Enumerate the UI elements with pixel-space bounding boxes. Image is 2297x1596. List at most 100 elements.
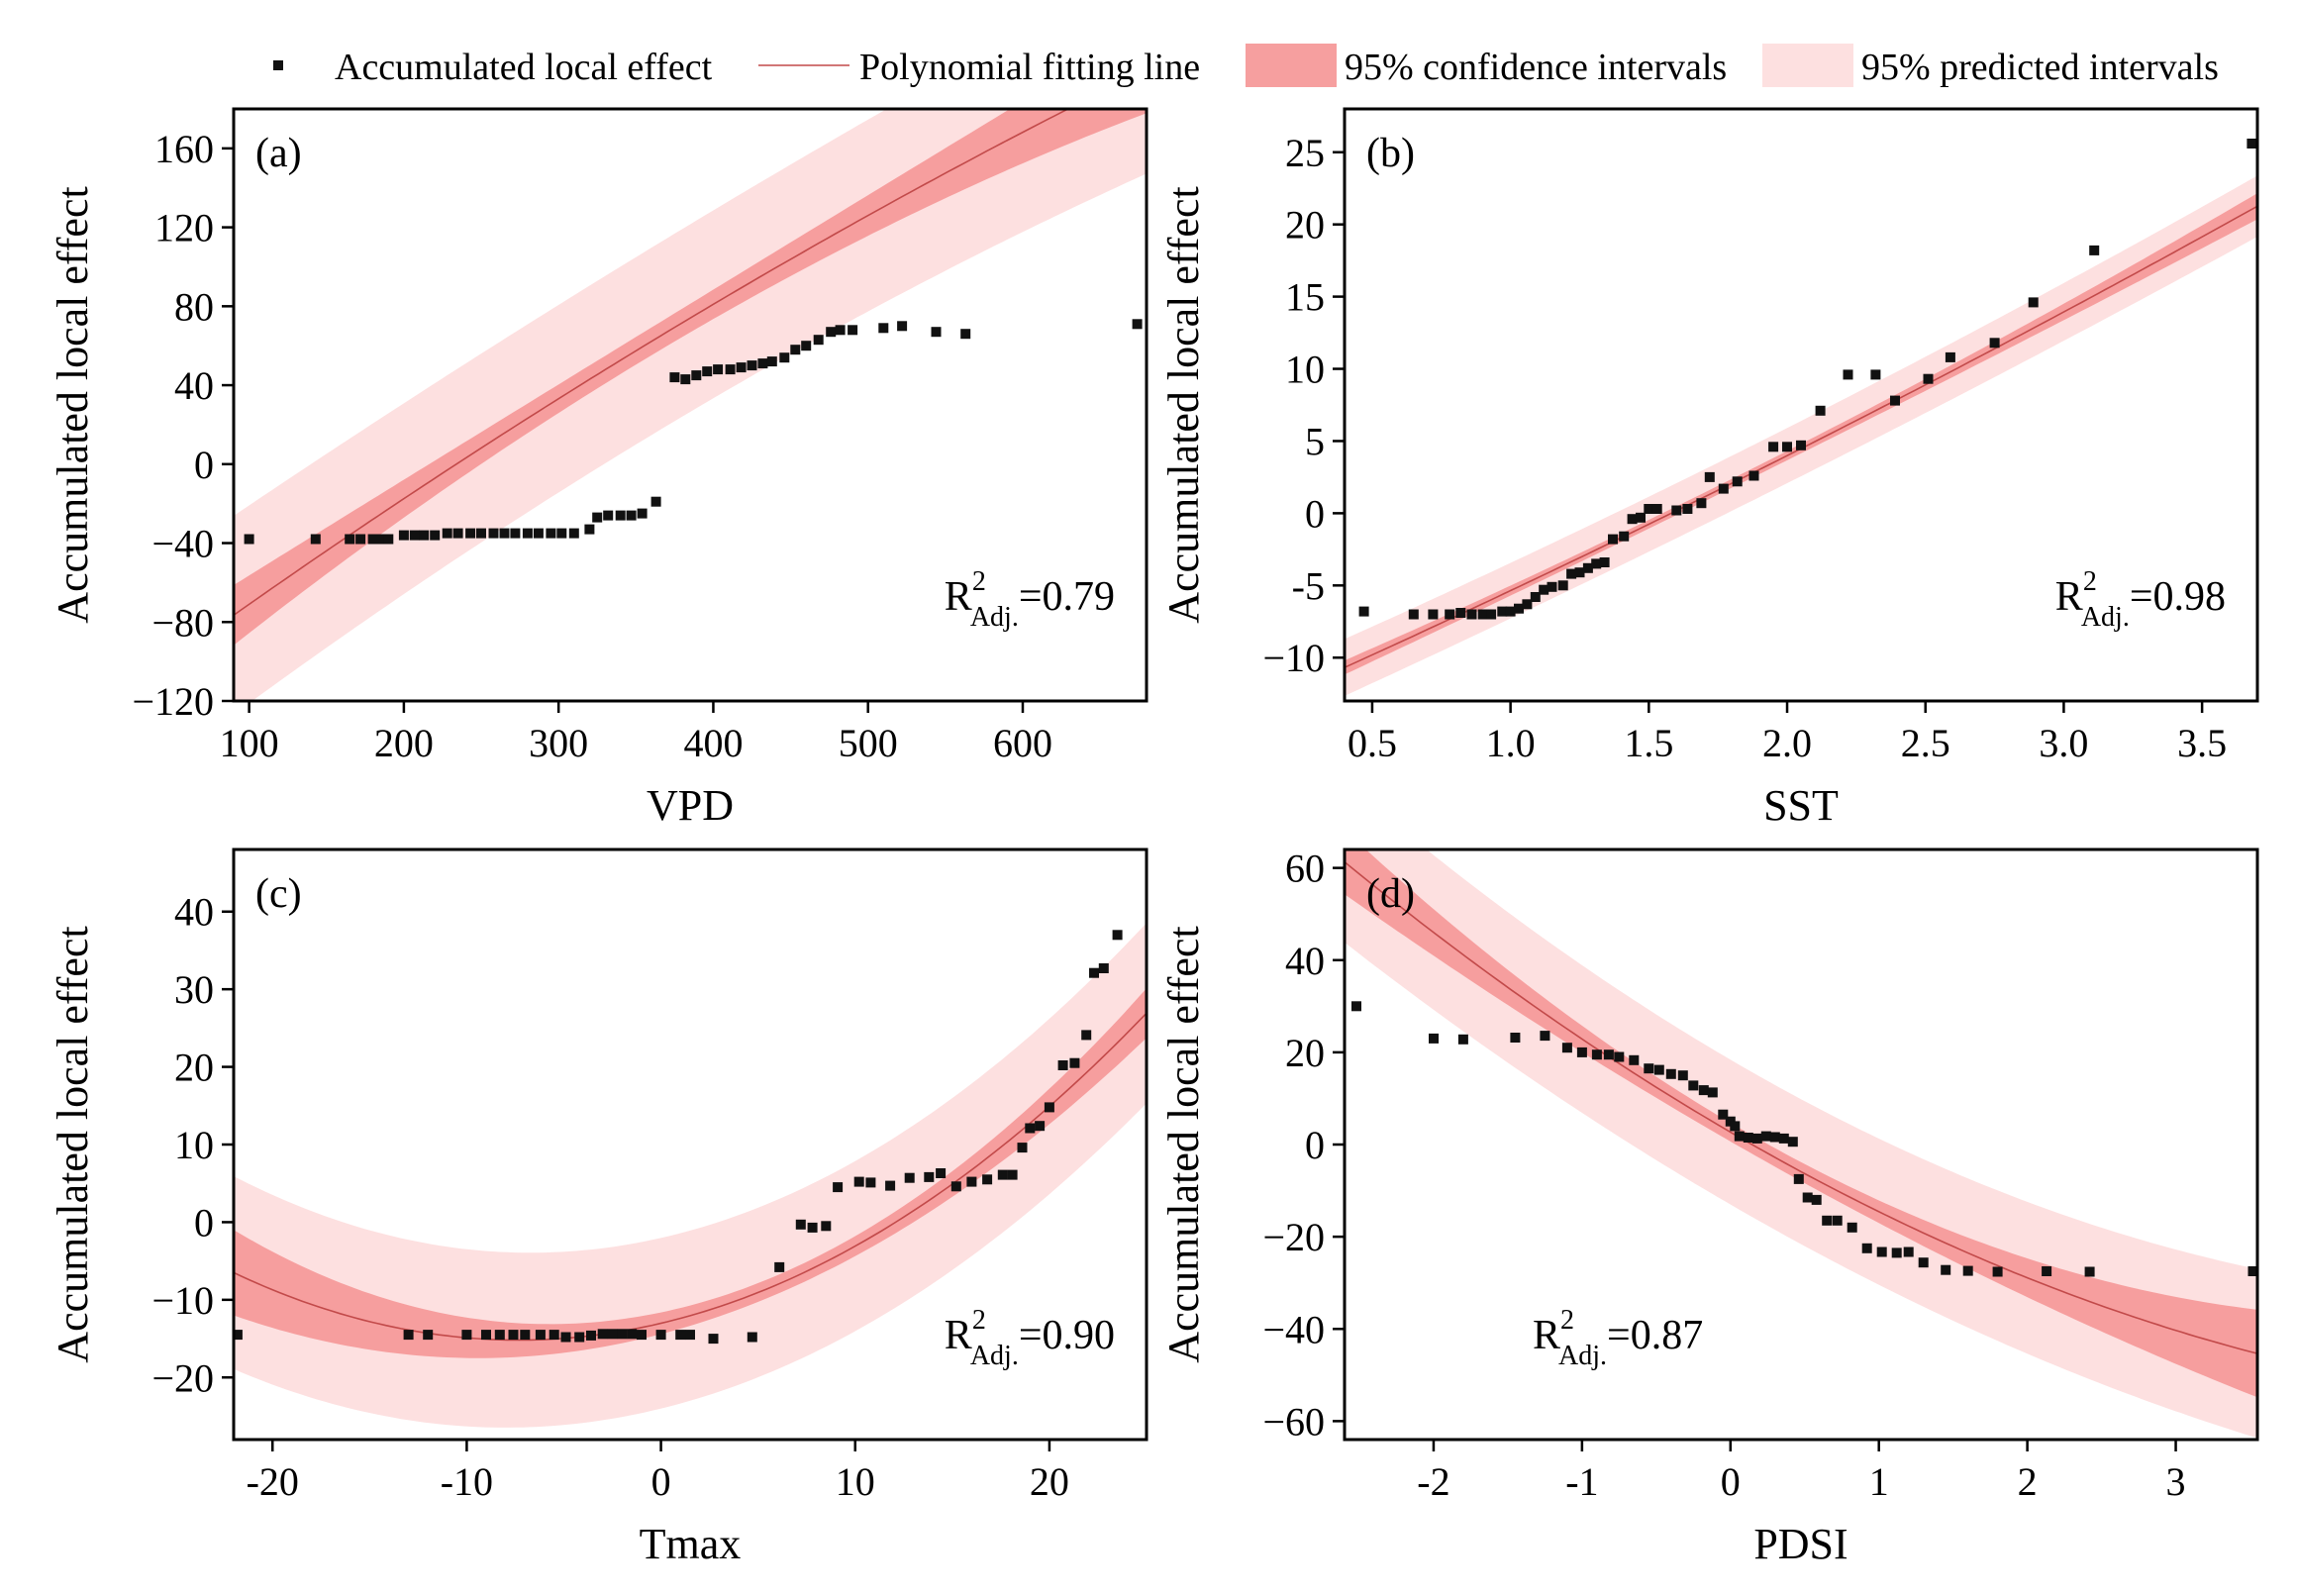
x-tick-label: 1.5 — [1624, 721, 1673, 765]
x-tick: 600 — [993, 701, 1052, 765]
data-point — [2042, 1266, 2052, 1276]
data-point — [1510, 1033, 1521, 1043]
x-tick-label: 300 — [529, 721, 588, 765]
data-point — [736, 362, 747, 373]
data-point — [997, 1169, 1008, 1180]
data-point — [1358, 606, 1369, 617]
data-point — [2247, 1266, 2257, 1276]
y-tick-label: 80 — [174, 284, 214, 329]
data-point — [821, 1221, 832, 1232]
y-tick-label: 15 — [1285, 275, 1325, 320]
data-point — [1793, 1173, 1804, 1184]
x-tick: -20 — [247, 1440, 299, 1504]
x-tick: 2.5 — [1901, 701, 1950, 765]
data-point — [897, 321, 908, 332]
data-point — [1677, 1070, 1688, 1081]
data-point — [1574, 567, 1585, 578]
data-point — [848, 325, 858, 336]
data-point — [853, 1176, 864, 1187]
data-point — [1891, 1247, 1902, 1258]
data-point — [1627, 514, 1638, 525]
data-point — [627, 1329, 638, 1340]
x-tick: 200 — [374, 701, 434, 765]
y-axis-label: Accumulated local effect — [1159, 186, 1208, 623]
data-point — [1918, 1257, 1929, 1268]
y-tick: 60 — [1285, 847, 1345, 891]
r2-subscript: Adj. — [1558, 1341, 1607, 1371]
data-point — [1941, 1264, 1951, 1275]
x-tick: 20 — [1030, 1440, 1069, 1504]
data-point — [556, 528, 567, 539]
x-tick: -1 — [1565, 1440, 1599, 1504]
data-point — [367, 534, 378, 545]
y-axis-label: Accumulated local effect — [49, 926, 97, 1362]
y-tick: 20 — [1285, 1031, 1345, 1075]
data-point — [1665, 1068, 1676, 1079]
data-point — [597, 1329, 608, 1340]
x-tick: 0 — [1721, 1440, 1741, 1504]
r2-subscript: Adj. — [970, 1341, 1019, 1371]
data-point — [1629, 1054, 1640, 1065]
y-tick-label: 30 — [174, 967, 214, 1012]
x-axis-label: Tmax — [640, 1520, 742, 1568]
y-tick: 120 — [154, 206, 234, 250]
data-point — [1497, 606, 1508, 617]
data-point — [461, 1330, 472, 1341]
data-point — [655, 1330, 666, 1341]
y-tick-label: 40 — [174, 363, 214, 408]
data-point — [833, 1182, 844, 1193]
legend-point-marker — [273, 60, 283, 70]
x-tick: 400 — [683, 701, 743, 765]
r2-annotation: R2 Adj.=0.79 — [945, 566, 1115, 633]
y-tick-label: 40 — [1285, 939, 1325, 983]
y-tick-label: 160 — [154, 127, 214, 171]
data-point — [1732, 476, 1743, 487]
y-tick: −60 — [1262, 1399, 1345, 1444]
x-tick: -2 — [1417, 1440, 1450, 1504]
x-tick-label: 100 — [220, 721, 279, 765]
data-point — [1566, 568, 1577, 579]
data-point — [1962, 1265, 1973, 1276]
polynomial-fit-line — [1345, 860, 2257, 1354]
x-tick-label: 0.5 — [1348, 721, 1397, 765]
r2-base: R — [1533, 1313, 1560, 1358]
y-tick: −40 — [1262, 1307, 1345, 1351]
data-point — [1603, 1049, 1614, 1060]
r2-superscript: 2 — [972, 1305, 986, 1336]
x-tick-label: 0 — [651, 1459, 671, 1504]
data-point — [375, 534, 386, 545]
data-point — [885, 1180, 896, 1191]
data-point — [1132, 319, 1143, 330]
x-tick-label: -1 — [1565, 1459, 1598, 1504]
data-point — [423, 1330, 434, 1341]
x-tick: 3.0 — [2039, 701, 2088, 765]
data-point — [1035, 1121, 1046, 1132]
prediction-interval-band — [234, 109, 1147, 701]
data-point — [1025, 1123, 1036, 1134]
data-point — [560, 1332, 571, 1343]
data-point — [807, 1222, 818, 1233]
y-tick: 40 — [1285, 939, 1345, 983]
data-point — [1748, 470, 1759, 481]
data-point — [1112, 930, 1123, 941]
data-point — [1989, 338, 2000, 349]
data-point — [1057, 1060, 1068, 1070]
r2-annotation: R2 Adj.=0.87 — [1533, 1305, 1703, 1371]
y-tick: 10 — [1285, 348, 1345, 392]
data-point — [757, 358, 768, 369]
r2-annotation: R2 Adj.=0.90 — [945, 1305, 1115, 1371]
data-point — [1876, 1247, 1887, 1257]
legend-points-label: Accumulated local effect — [335, 47, 713, 88]
data-point — [1651, 504, 1662, 514]
x-tick-label: -10 — [441, 1459, 493, 1504]
data-point — [1992, 1266, 2003, 1277]
data-point — [766, 356, 777, 367]
y-tick: 160 — [154, 127, 234, 171]
x-tick-label: 3.0 — [2039, 721, 2088, 765]
x-tick: -10 — [441, 1440, 493, 1504]
x-tick: 1 — [1869, 1440, 1889, 1504]
data-point — [488, 528, 499, 539]
x-tick-label: 2 — [2018, 1459, 2038, 1504]
data-point — [626, 510, 637, 521]
